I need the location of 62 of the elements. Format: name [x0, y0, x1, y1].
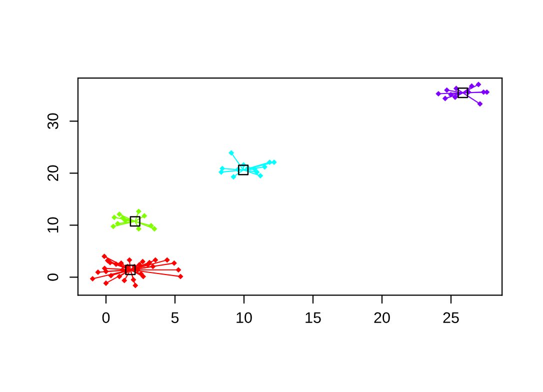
point	[136, 208, 142, 214]
point	[258, 172, 264, 179]
point	[228, 150, 234, 156]
x-tick-label: 25	[443, 312, 459, 324]
x-tick-label: 10	[236, 312, 252, 324]
point	[262, 164, 268, 170]
point	[116, 211, 122, 218]
point	[142, 213, 148, 219]
point	[132, 282, 138, 288]
point	[254, 169, 260, 175]
point	[176, 267, 182, 273]
x-tick-label: 15	[306, 312, 321, 324]
point	[448, 92, 454, 98]
point	[103, 268, 109, 274]
point	[468, 83, 474, 89]
point	[148, 222, 154, 228]
point	[113, 261, 119, 267]
point	[118, 260, 124, 266]
y-tick-label: 20	[47, 165, 58, 181]
point	[436, 90, 442, 97]
point	[152, 257, 158, 263]
point	[218, 169, 224, 175]
point	[452, 94, 458, 100]
point	[266, 159, 272, 166]
x-tick-label: 0	[102, 312, 110, 324]
point	[125, 264, 136, 276]
y-tick-label: 30	[47, 113, 58, 130]
point	[476, 82, 482, 88]
point	[230, 174, 236, 180]
point	[140, 258, 146, 264]
point	[111, 214, 118, 220]
point	[152, 226, 158, 232]
point	[102, 254, 108, 260]
point	[90, 276, 96, 282]
point	[136, 226, 142, 232]
point	[116, 274, 122, 280]
point	[120, 215, 126, 221]
y-tick-label: 0	[47, 274, 58, 281]
point	[138, 271, 144, 277]
point	[238, 164, 249, 176]
point	[442, 96, 448, 102]
point	[126, 257, 132, 263]
point	[110, 224, 116, 230]
point	[114, 220, 120, 226]
point	[122, 278, 128, 284]
point	[164, 257, 170, 263]
point	[130, 277, 136, 283]
point	[95, 269, 101, 275]
point	[178, 274, 184, 280]
point	[107, 260, 113, 266]
point	[108, 272, 114, 278]
point	[220, 166, 226, 172]
point	[444, 87, 450, 93]
point	[150, 264, 156, 270]
x-tick-label: 5	[171, 312, 179, 324]
point	[103, 280, 109, 286]
y-tick-label: 10	[47, 217, 58, 233]
point	[130, 216, 140, 227]
point	[271, 159, 277, 166]
point	[477, 101, 483, 107]
point	[171, 260, 177, 266]
x-tick-label: 20	[374, 312, 390, 324]
